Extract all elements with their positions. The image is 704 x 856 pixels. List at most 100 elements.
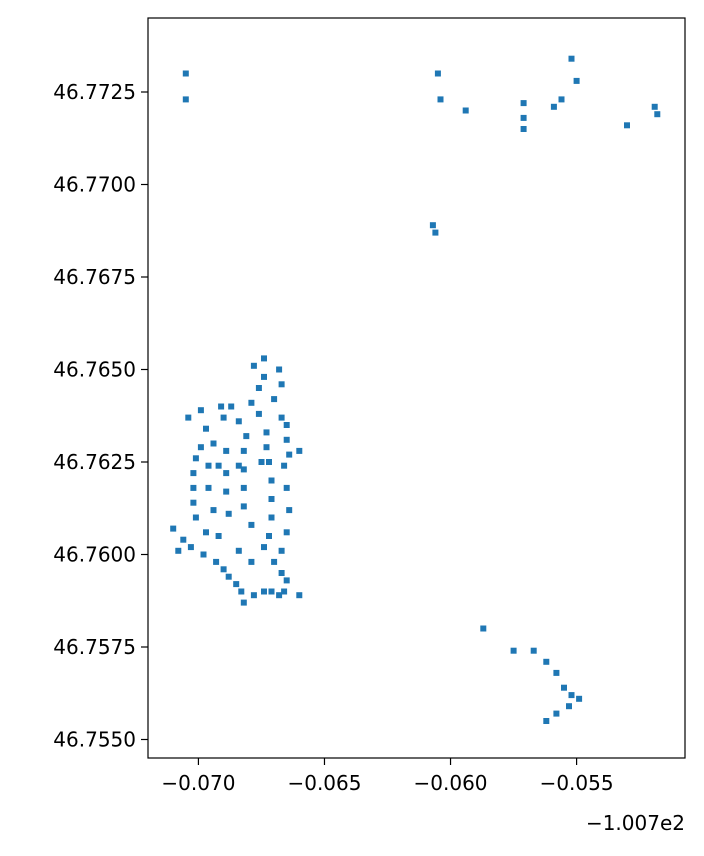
x-offset-label: −1.007e2 <box>586 811 685 835</box>
data-point <box>210 507 217 514</box>
data-point <box>240 503 247 510</box>
data-point <box>182 70 189 77</box>
y-tick-label: 46.7575 <box>53 635 136 659</box>
x-tick-label: −0.055 <box>540 771 614 795</box>
data-point <box>271 558 278 565</box>
data-point <box>278 381 285 388</box>
data-point <box>268 588 275 595</box>
data-point <box>296 592 303 599</box>
data-point <box>432 229 439 236</box>
data-point <box>543 658 550 665</box>
data-point <box>243 433 250 440</box>
data-point <box>624 122 630 129</box>
y-tick-label: 46.7725 <box>53 80 136 104</box>
data-point <box>530 647 537 654</box>
data-point <box>568 55 575 62</box>
data-point <box>268 496 275 502</box>
data-point <box>566 703 572 710</box>
data-point <box>520 100 527 107</box>
data-point <box>281 462 288 469</box>
data-point <box>281 588 288 595</box>
data-point <box>248 558 255 565</box>
data-point <box>192 514 199 521</box>
data-point <box>553 669 560 676</box>
data-point <box>205 484 212 491</box>
data-point <box>203 425 209 432</box>
data-point <box>248 521 255 528</box>
data-point <box>180 536 187 543</box>
data-point <box>296 447 303 454</box>
data-point <box>271 396 278 403</box>
data-point <box>283 422 290 428</box>
data-point <box>235 418 242 425</box>
y-tick-label: 46.7550 <box>53 728 136 752</box>
data-point <box>223 488 230 495</box>
data-point <box>248 399 255 406</box>
data-point <box>278 570 285 576</box>
data-point <box>429 222 436 229</box>
data-point <box>434 70 441 77</box>
data-point <box>286 451 293 458</box>
data-point <box>192 455 199 462</box>
data-point <box>276 592 283 599</box>
data-point <box>558 96 565 103</box>
data-point <box>258 459 265 465</box>
data-point <box>250 592 257 599</box>
data-point <box>220 414 227 421</box>
data-point <box>278 414 285 421</box>
data-point <box>190 499 197 506</box>
data-point <box>654 111 661 118</box>
data-point <box>210 440 217 447</box>
data-point <box>235 547 242 554</box>
data-point <box>576 695 583 702</box>
x-tick-label: −0.065 <box>287 771 361 795</box>
y-tick-label: 46.7675 <box>53 265 136 289</box>
data-point <box>278 547 285 554</box>
data-point <box>550 103 557 110</box>
data-point <box>266 459 272 465</box>
data-point <box>568 692 575 699</box>
data-point <box>240 447 247 454</box>
data-point <box>283 577 290 584</box>
data-point <box>215 462 222 469</box>
data-point <box>240 599 247 606</box>
data-point <box>255 385 262 391</box>
data-point <box>182 96 189 103</box>
data-point <box>220 566 227 573</box>
data-point <box>283 436 290 443</box>
data-point <box>170 525 177 532</box>
data-point <box>520 114 527 121</box>
data-point <box>223 470 230 477</box>
data-point <box>238 588 245 595</box>
data-point <box>197 407 204 414</box>
x-tick-label: −0.070 <box>161 771 235 795</box>
data-point <box>261 588 267 595</box>
data-point <box>218 403 225 410</box>
data-point <box>520 126 527 132</box>
plot-frame <box>147 17 686 759</box>
data-point <box>233 581 240 588</box>
data-marks <box>170 55 661 724</box>
data-point <box>200 551 207 558</box>
data-point <box>185 414 192 421</box>
data-point <box>543 718 550 724</box>
y-tick-label: 46.7700 <box>53 173 136 197</box>
data-point <box>283 484 290 491</box>
data-point <box>268 514 275 521</box>
data-point <box>215 533 222 539</box>
y-tick-label: 46.7650 <box>53 358 136 382</box>
data-point <box>240 466 247 473</box>
data-point <box>197 444 204 451</box>
data-point <box>510 647 517 654</box>
data-point <box>261 544 267 551</box>
data-point <box>175 547 182 554</box>
data-point <box>276 366 283 373</box>
data-point <box>261 355 267 362</box>
plot-background <box>148 18 685 758</box>
data-point <box>225 573 232 580</box>
x-axis: −0.070 −0.065 −0.060 −0.055 <box>161 758 614 795</box>
data-point <box>437 96 444 103</box>
y-tick-label: 46.7625 <box>53 450 136 474</box>
y-axis: 46.7550 46.7575 46.7600 46.7625 46.7650 46.76… <box>53 80 148 752</box>
